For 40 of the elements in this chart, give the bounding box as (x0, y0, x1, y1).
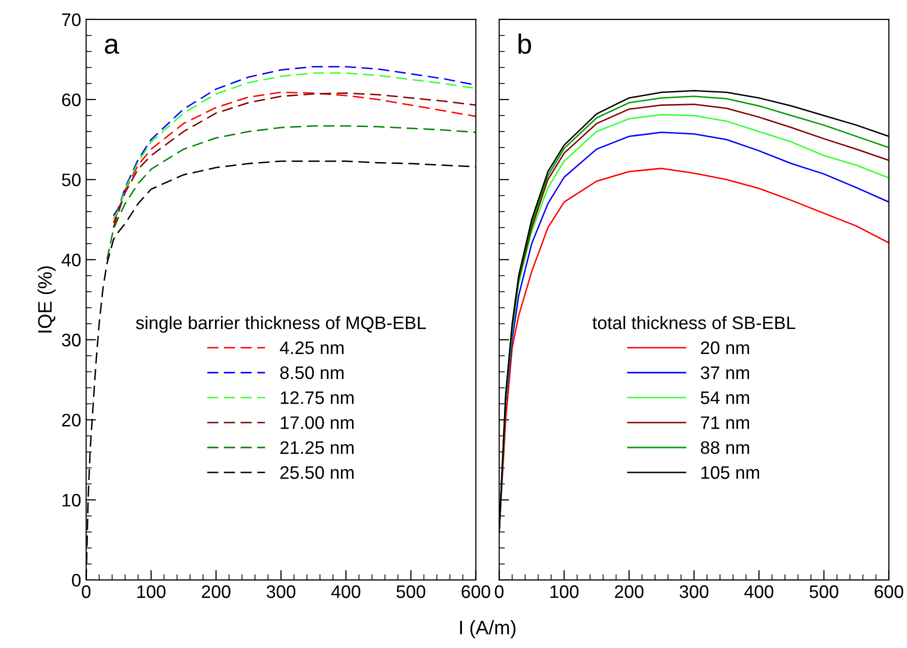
x-tick-label: 200 (202, 585, 230, 598)
legend-label: 54 nm (700, 391, 750, 404)
x-tick-label: 400 (744, 585, 774, 598)
x-tick-label: 200 (614, 585, 644, 598)
y-tick-label: 0 (72, 574, 81, 587)
y-tick-label: 10 (62, 494, 81, 507)
x-tick-label: 500 (810, 585, 838, 598)
x-axis-title: I (A/m) (460, 620, 516, 638)
x-tick-label: 100 (137, 585, 166, 598)
legend-label: 71 nm (700, 416, 750, 429)
y-tick-label: 70 (62, 13, 81, 26)
annotation: a (104, 38, 120, 54)
legend-label: 12.75 nm (280, 391, 354, 404)
legend-title: single barrier thickness of MQB-EBL (136, 316, 426, 333)
legend-label: 20 nm (700, 341, 750, 354)
legend-label: 88 nm (700, 441, 750, 454)
x-tick-label: 300 (680, 585, 708, 598)
legend-label: 105 nm (701, 466, 760, 479)
legend-label: 21.25 nm (280, 441, 354, 454)
x-tick-label: 0 (494, 585, 504, 598)
y-tick-label: 20 (62, 414, 81, 427)
x-tick-label: 100 (550, 585, 579, 598)
legend-label: 37 nm (700, 366, 750, 380)
y-tick-label: 30 (62, 334, 81, 346)
x-tick-label: 500 (396, 585, 426, 598)
legend-label: 17.00 nm (280, 416, 354, 430)
y-tick-label: 60 (62, 93, 81, 106)
y-axis-title: IQE (%) (38, 266, 56, 332)
legend-label: 8.50 nm (280, 366, 344, 380)
x-tick-label: 600 (874, 585, 904, 598)
legend-title: total thickness of SB-EBL (592, 316, 796, 330)
legend-label: 4.25 nm (280, 341, 344, 354)
x-tick-label: 400 (331, 585, 360, 598)
legend-label: 25.50 nm (280, 466, 354, 479)
x-tick-label: 600 (462, 585, 490, 598)
x-tick-label: 0 (82, 585, 90, 598)
y-tick-label: 50 (62, 174, 81, 186)
y-tick-label: 40 (62, 254, 81, 266)
annotation: b (518, 33, 532, 54)
x-tick-label: 300 (266, 585, 296, 598)
